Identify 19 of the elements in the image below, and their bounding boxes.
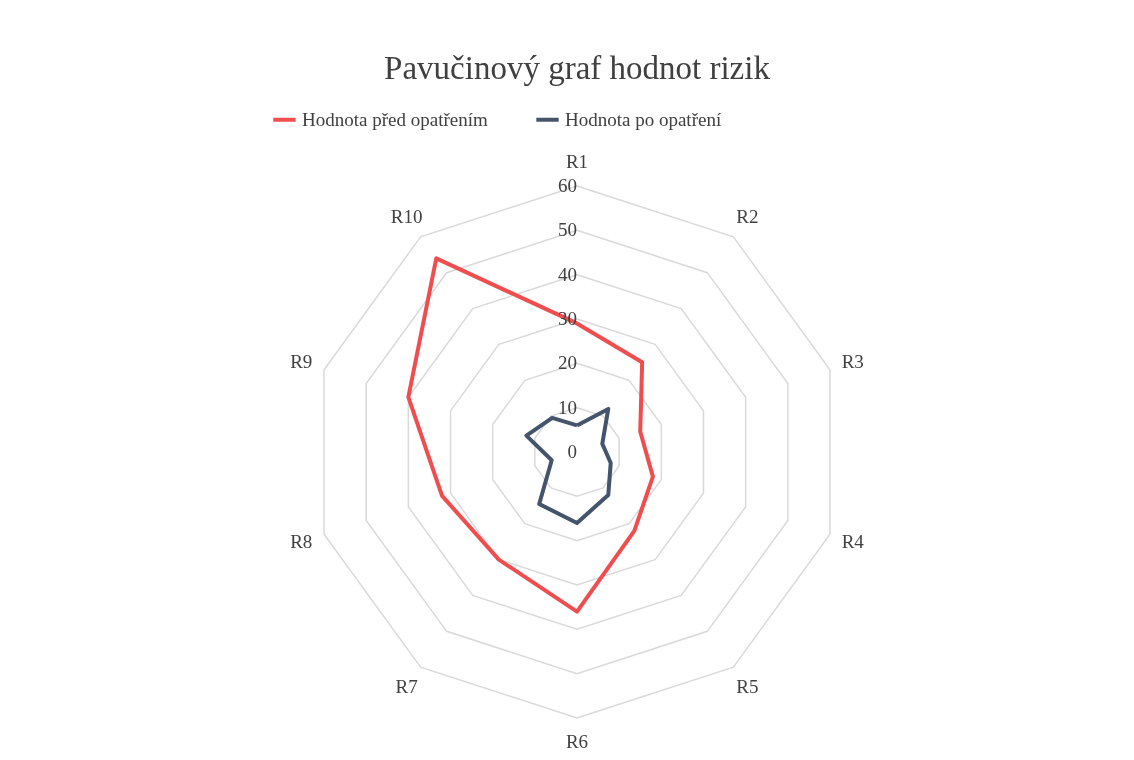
y-tick-label: 60 <box>558 175 577 196</box>
spoke-label: R7 <box>395 675 418 697</box>
spoke-label: R1 <box>565 151 589 173</box>
spoke-label: R2 <box>736 206 759 228</box>
legend-label: Hodnota před opatřením <box>302 108 488 130</box>
spoke-label: R6 <box>565 730 589 752</box>
spoke-label: R4 <box>841 530 865 552</box>
spoke-label: R3 <box>841 351 864 373</box>
spoke-label: R8 <box>290 530 313 552</box>
y-tick-label: 50 <box>558 219 577 241</box>
legend-label: Hodnota po opatření <box>565 108 722 130</box>
y-tick-label: 0 <box>567 441 577 462</box>
y-tick-label: 20 <box>558 352 577 374</box>
chart-title: Pavučinový graf hodnot rizik <box>384 50 771 86</box>
spoke-label: R10 <box>390 206 423 228</box>
spoke-label: R9 <box>290 351 313 373</box>
y-tick-label: 40 <box>558 263 577 285</box>
y-tick-label: 10 <box>558 396 577 418</box>
spoke-label: R5 <box>736 675 759 697</box>
